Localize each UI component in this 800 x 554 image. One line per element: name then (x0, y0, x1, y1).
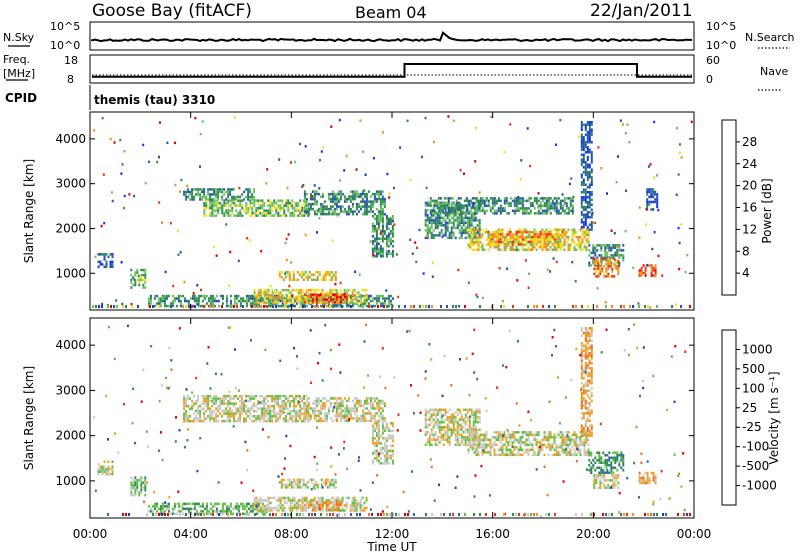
echo-region (147, 502, 268, 516)
power-colorbar: 4 8 12 16 20 24 28 (721, 119, 757, 296)
colorbar-tick-label: 24 (742, 157, 757, 171)
colorbar-tick-label: 100 (742, 381, 765, 395)
echo-region (183, 188, 256, 201)
echo-region (97, 460, 114, 476)
echo-region (429, 197, 574, 215)
x-tick-label: 20:00 (576, 527, 611, 541)
colorbar-tick-label: 1000 (742, 342, 773, 356)
echo-region (424, 408, 481, 446)
freq-left-tick-bottom: 8 (67, 73, 74, 86)
power-panel: 1000 2000 3000 4000 Slant Range [km] 4 8 12 16… (22, 111, 774, 311)
colorbar-tick-label: -1000 (742, 479, 777, 493)
echo-region (638, 264, 657, 277)
velocity-colorbar: 1000 500 100 25 -25 -100 -500 -1000 (721, 329, 777, 506)
noise-left-tick-bottom: 10^0 (50, 39, 80, 52)
echo-region (303, 293, 348, 304)
echo-speckles (93, 323, 691, 518)
velocity-panel: 1000 2000 3000 4000 Slant Range [km] 1000 50… (22, 317, 781, 519)
power-x-ticks (89, 112, 695, 310)
echo-region (303, 190, 386, 216)
power-echoes (92, 115, 693, 309)
colorbar-tick-label: 25 (742, 401, 757, 415)
cpid-value: themis (tau) 3310 (94, 93, 215, 107)
freq-right-tick-top: 60 (706, 54, 720, 67)
power-y-ticks: 1000 2000 3000 4000 (55, 132, 694, 280)
x-tick-label: 04:00 (173, 527, 208, 541)
y-tick-label: 4000 (55, 338, 86, 352)
echo-region (278, 271, 337, 281)
echo-region (467, 431, 590, 457)
colorbar-tick-label: -25 (742, 420, 762, 434)
x-tick-label: 08:00 (274, 527, 309, 541)
echo-region (371, 215, 394, 258)
colorbar-tick-label: 28 (742, 135, 757, 149)
echo-region (97, 253, 114, 269)
x-tick-label: 16:00 (475, 527, 510, 541)
echo-region (646, 188, 659, 211)
noise-right-label: N.Search (745, 31, 795, 44)
freq-panel: Freq. [MHz] 18 8 60 0 Nave (3, 53, 788, 91)
time-axis-labels: 00:00 04:00 08:00 12:00 16:00 20:00 00:00 (73, 527, 712, 541)
colorbar-tick-label: 500 (742, 362, 765, 376)
echo-region (424, 201, 481, 240)
date-title: 22/Jan/2011 (590, 1, 693, 21)
echo-region (580, 121, 593, 231)
colorbar-tick-label: 8 (742, 244, 750, 258)
y-tick-label: 3000 (55, 383, 86, 397)
station-title: Goose Bay (fitACF) (92, 1, 252, 21)
y-tick-label: 2000 (55, 429, 86, 443)
noise-left-label: N.Sky (3, 31, 35, 44)
velocity-ylabel: Slant Range [km] (22, 366, 36, 470)
colorbar-tick-label: 4 (742, 266, 750, 280)
beam-title: Beam 04 (355, 3, 427, 22)
echo-region (303, 397, 386, 423)
y-tick-label: 4000 (55, 132, 86, 146)
x-axis-title: Time UT (366, 540, 417, 554)
power-ylabel: Slant Range [km] (22, 159, 36, 263)
noise-right-tick-top: 10^5 (706, 20, 736, 33)
echo-region (278, 478, 337, 489)
velocity-x-ticks (89, 318, 695, 518)
noise-panel: N.Sky 10^5 10^0 10^5 10^0 N.Search (3, 20, 795, 52)
y-tick-label: 1000 (55, 266, 86, 280)
x-tick-label: 12:00 (375, 527, 410, 541)
colorbar-tick-label: 16 (742, 201, 757, 215)
colorbar-tick-label: 20 (742, 179, 757, 193)
velocity-colorbar-label: Velocity [m s⁻¹] (767, 371, 781, 464)
noise-right-tick-bottom: 10^0 (706, 39, 736, 52)
power-colorbar-label: Power [dB] (760, 178, 774, 243)
echo-region (183, 394, 310, 423)
freq-label: Freq. (3, 53, 30, 66)
echo-region (580, 327, 593, 437)
freq-left-tick-top: 18 (64, 54, 78, 67)
colorbar-tick-label: -500 (742, 459, 769, 473)
echo-region (487, 230, 564, 246)
x-tick-label: 00:00 (73, 527, 108, 541)
echo-region (303, 501, 342, 512)
noise-sky-trace (91, 31, 692, 43)
echo-region (638, 471, 657, 485)
velocity-echoes (93, 323, 691, 518)
echo-region (593, 257, 620, 278)
y-tick-label: 3000 (55, 177, 86, 191)
echo-region (588, 451, 625, 474)
echo-region (203, 199, 310, 217)
y-tick-label: 1000 (55, 474, 86, 488)
y-tick-label: 2000 (55, 221, 86, 235)
noise-left-tick-top: 10^5 (50, 20, 80, 33)
colorbar-tick-label: 12 (742, 222, 757, 236)
x-tick-label: 00:00 (677, 527, 712, 541)
freq-unit: [MHz] (3, 67, 35, 80)
colorbar-tick-label: -100 (742, 440, 769, 454)
echo-region (371, 422, 394, 465)
freq-trace (92, 63, 692, 78)
echo-region (593, 474, 620, 490)
velocity-y-ticks: 1000 2000 3000 4000 (55, 338, 694, 488)
echo-speckles (92, 115, 693, 309)
echo-region (130, 476, 147, 497)
cpid-label: CPID (5, 91, 37, 105)
freq-right-tick-bottom: 0 (706, 73, 713, 86)
nave-label: Nave (760, 65, 788, 78)
